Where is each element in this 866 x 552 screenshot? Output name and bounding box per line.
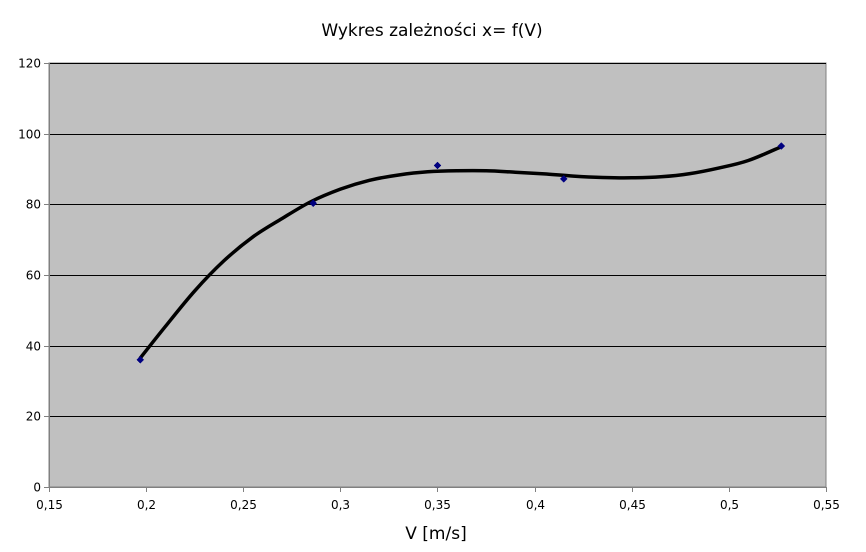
y-tick-label: 80	[26, 198, 41, 212]
y-tick-label: 120	[18, 57, 41, 71]
y-tick-label: 0	[33, 481, 41, 495]
x-axis-label: V [m/s]	[405, 524, 466, 544]
x-tick-label: 0,35	[424, 498, 451, 512]
y-tick-label: 100	[18, 128, 41, 142]
x-tick-label: 0,4	[526, 498, 545, 512]
x-axis-ticks: 0,15 0,2 0,25 0,3 0,35 0,4 0,45 0,5 0,55	[36, 487, 840, 512]
y-tick-label: 40	[26, 340, 41, 354]
data-point	[777, 142, 786, 150]
y-axis-ticks: 0 20 40 60 80 100 120	[18, 57, 49, 495]
x-tick-label: 0,5	[720, 498, 739, 512]
data-point	[309, 199, 318, 208]
trendline-path	[138, 144, 784, 360]
data-point	[136, 355, 145, 364]
y-tick-label: 60	[26, 269, 41, 283]
data-points	[136, 142, 786, 364]
x-tick-label: 0,3	[331, 498, 350, 512]
trendline	[138, 144, 784, 360]
x-tick-label: 0,2	[137, 498, 156, 512]
x-tick-label: 0,15	[36, 498, 63, 512]
x-tick-label: 0,55	[813, 498, 840, 512]
x-tick-label: 0,25	[230, 498, 257, 512]
chart-title: Wykres zależności x= f(V)	[321, 21, 542, 41]
data-point	[559, 175, 568, 183]
data-point	[433, 161, 442, 170]
y-tick-label: 20	[26, 410, 41, 424]
x-tick-label: 0,45	[619, 498, 646, 512]
grid-lines	[49, 63, 826, 417]
